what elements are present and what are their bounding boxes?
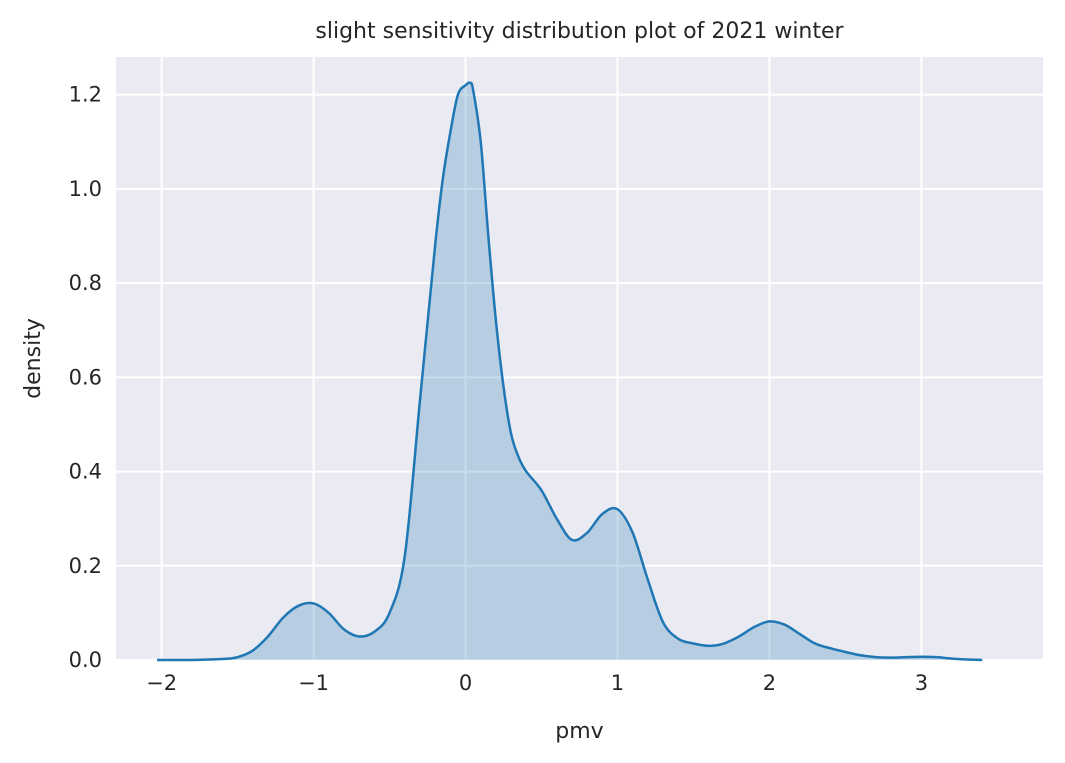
y-tick-label: 1.0 xyxy=(69,177,102,201)
x-tick-labels: −2 −1 0 1 2 3 xyxy=(146,671,928,695)
y-axis-label: density xyxy=(21,318,46,399)
x-tick-label: 3 xyxy=(915,671,928,695)
y-tick-label: 0.6 xyxy=(69,365,102,389)
x-axis-label: pmv xyxy=(555,719,603,744)
y-tick-label: 0.4 xyxy=(69,460,102,484)
x-tick-label: −2 xyxy=(146,671,177,695)
x-tick-label: 2 xyxy=(763,671,776,695)
chart-title: slight sensitivity distribution plot of … xyxy=(315,19,844,44)
y-tick-label: 0.2 xyxy=(69,554,102,578)
density-curve xyxy=(157,81,983,662)
x-tick-label: 0 xyxy=(459,671,472,695)
plot-area xyxy=(116,57,1043,660)
y-tick-label: 0.8 xyxy=(69,271,102,295)
y-tick-labels: 0.0 0.2 0.4 0.6 0.8 1.0 1.2 xyxy=(69,83,102,672)
grid-lines xyxy=(116,57,1043,661)
x-tick-label: −1 xyxy=(298,671,329,695)
y-tick-label: 0.0 xyxy=(69,648,102,672)
density-area xyxy=(157,82,983,660)
x-tick-label: 1 xyxy=(611,671,624,695)
y-tick-label: 1.2 xyxy=(69,83,102,107)
